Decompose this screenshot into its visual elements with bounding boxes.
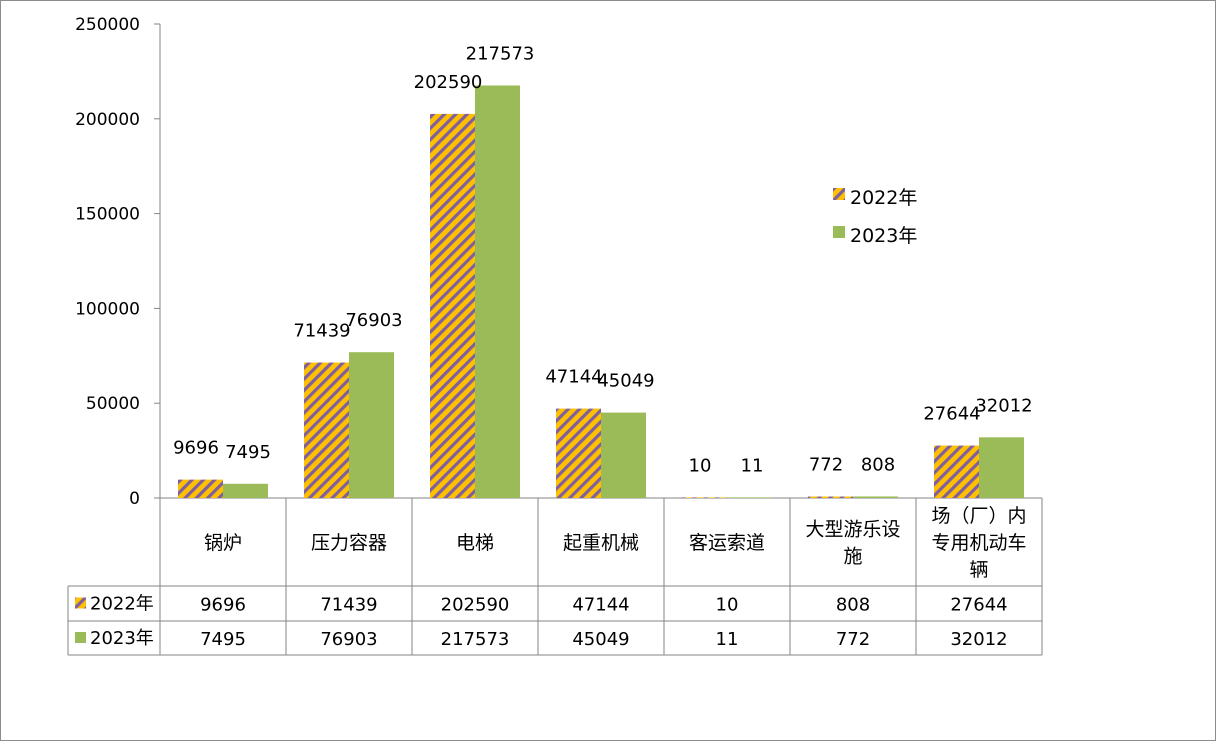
- table-cell: 76903: [320, 629, 377, 650]
- table-legend-key: [75, 597, 86, 609]
- bar-2022: [178, 479, 223, 498]
- table-legend-key: [75, 632, 86, 643]
- data-label: 27644: [923, 404, 980, 425]
- data-label: 71439: [293, 321, 350, 342]
- legend-label: 2022年: [850, 187, 917, 209]
- bar-2022: [556, 408, 601, 498]
- table-row-label: 2022年: [90, 594, 154, 615]
- table-cell: 10: [716, 595, 739, 616]
- legend-key: [833, 226, 845, 238]
- data-label: 11: [741, 455, 764, 476]
- table-cell: 27644: [950, 595, 1007, 616]
- category-label: 压力容器: [311, 532, 387, 554]
- bar-2023: [223, 483, 268, 498]
- y-tick-label: 0: [129, 489, 140, 509]
- bar-2023: [979, 437, 1024, 498]
- category-label-line: 锅炉: [204, 532, 242, 554]
- data-label: 76903: [345, 310, 402, 331]
- bar-2022: [430, 113, 475, 499]
- category-label-line: 压力容器: [311, 532, 387, 554]
- data-label: 217573: [466, 43, 535, 64]
- category-label: 场（厂）内专用机动车辆: [931, 505, 1026, 581]
- y-tick-label: 100000: [75, 299, 140, 319]
- category-label-line: 起重机械: [563, 532, 639, 554]
- data-label: 9696: [173, 438, 219, 459]
- category-label: 锅炉: [204, 532, 242, 554]
- category-label-line: 场（厂）内: [931, 505, 1026, 527]
- table-row-label: 2023年: [90, 628, 154, 649]
- bar-2023: [601, 412, 646, 498]
- bar-2022: [934, 445, 979, 498]
- table-cell: 11: [716, 629, 739, 650]
- table-cell: 9696: [200, 595, 246, 616]
- table-cell: 32012: [950, 629, 1007, 650]
- data-label: 772: [809, 455, 843, 476]
- table-cell: 71439: [320, 595, 377, 616]
- category-label-line: 电梯: [456, 532, 494, 554]
- y-tick-label: 150000: [75, 205, 140, 225]
- bar-2022: [682, 497, 727, 498]
- table-cell: 45049: [572, 629, 629, 650]
- bar-2022: [808, 496, 853, 498]
- y-tick-label: 200000: [75, 110, 140, 130]
- category-label: 起重机械: [563, 532, 639, 554]
- data-label: 7495: [225, 442, 271, 463]
- legend-key: [833, 188, 845, 200]
- y-tick-label: 50000: [86, 394, 140, 414]
- table-cell: 7495: [200, 629, 246, 650]
- data-label: 202590: [414, 72, 483, 93]
- legend-label: 2023年: [850, 225, 917, 247]
- bar-2023: [475, 85, 520, 498]
- y-tick-label: 250000: [75, 15, 140, 35]
- bar-2023: [349, 352, 394, 498]
- table-cell: 772: [836, 629, 870, 650]
- category-label: 电梯: [456, 532, 494, 554]
- data-label: 10: [689, 455, 712, 476]
- bar-2023: [727, 497, 772, 498]
- bar-2023: [853, 496, 898, 498]
- table-cell: 808: [836, 595, 870, 616]
- category-label-line: 施: [843, 546, 862, 568]
- category-label-line: 客运索道: [689, 532, 765, 554]
- table-cell: 202590: [441, 595, 510, 616]
- category-label-line: 辆: [969, 559, 988, 581]
- table-cell: 47144: [572, 595, 629, 616]
- data-label: 47144: [545, 367, 602, 388]
- data-label: 45049: [597, 371, 654, 392]
- category-label: 大型游乐设施: [805, 519, 900, 568]
- bar-2022: [304, 362, 349, 498]
- category-label-line: 大型游乐设: [805, 519, 900, 541]
- data-label: 808: [861, 454, 895, 475]
- category-label-line: 专用机动车: [931, 532, 1026, 554]
- table-cell: 217573: [441, 629, 510, 650]
- data-label: 32012: [975, 395, 1032, 416]
- category-label: 客运索道: [689, 532, 765, 554]
